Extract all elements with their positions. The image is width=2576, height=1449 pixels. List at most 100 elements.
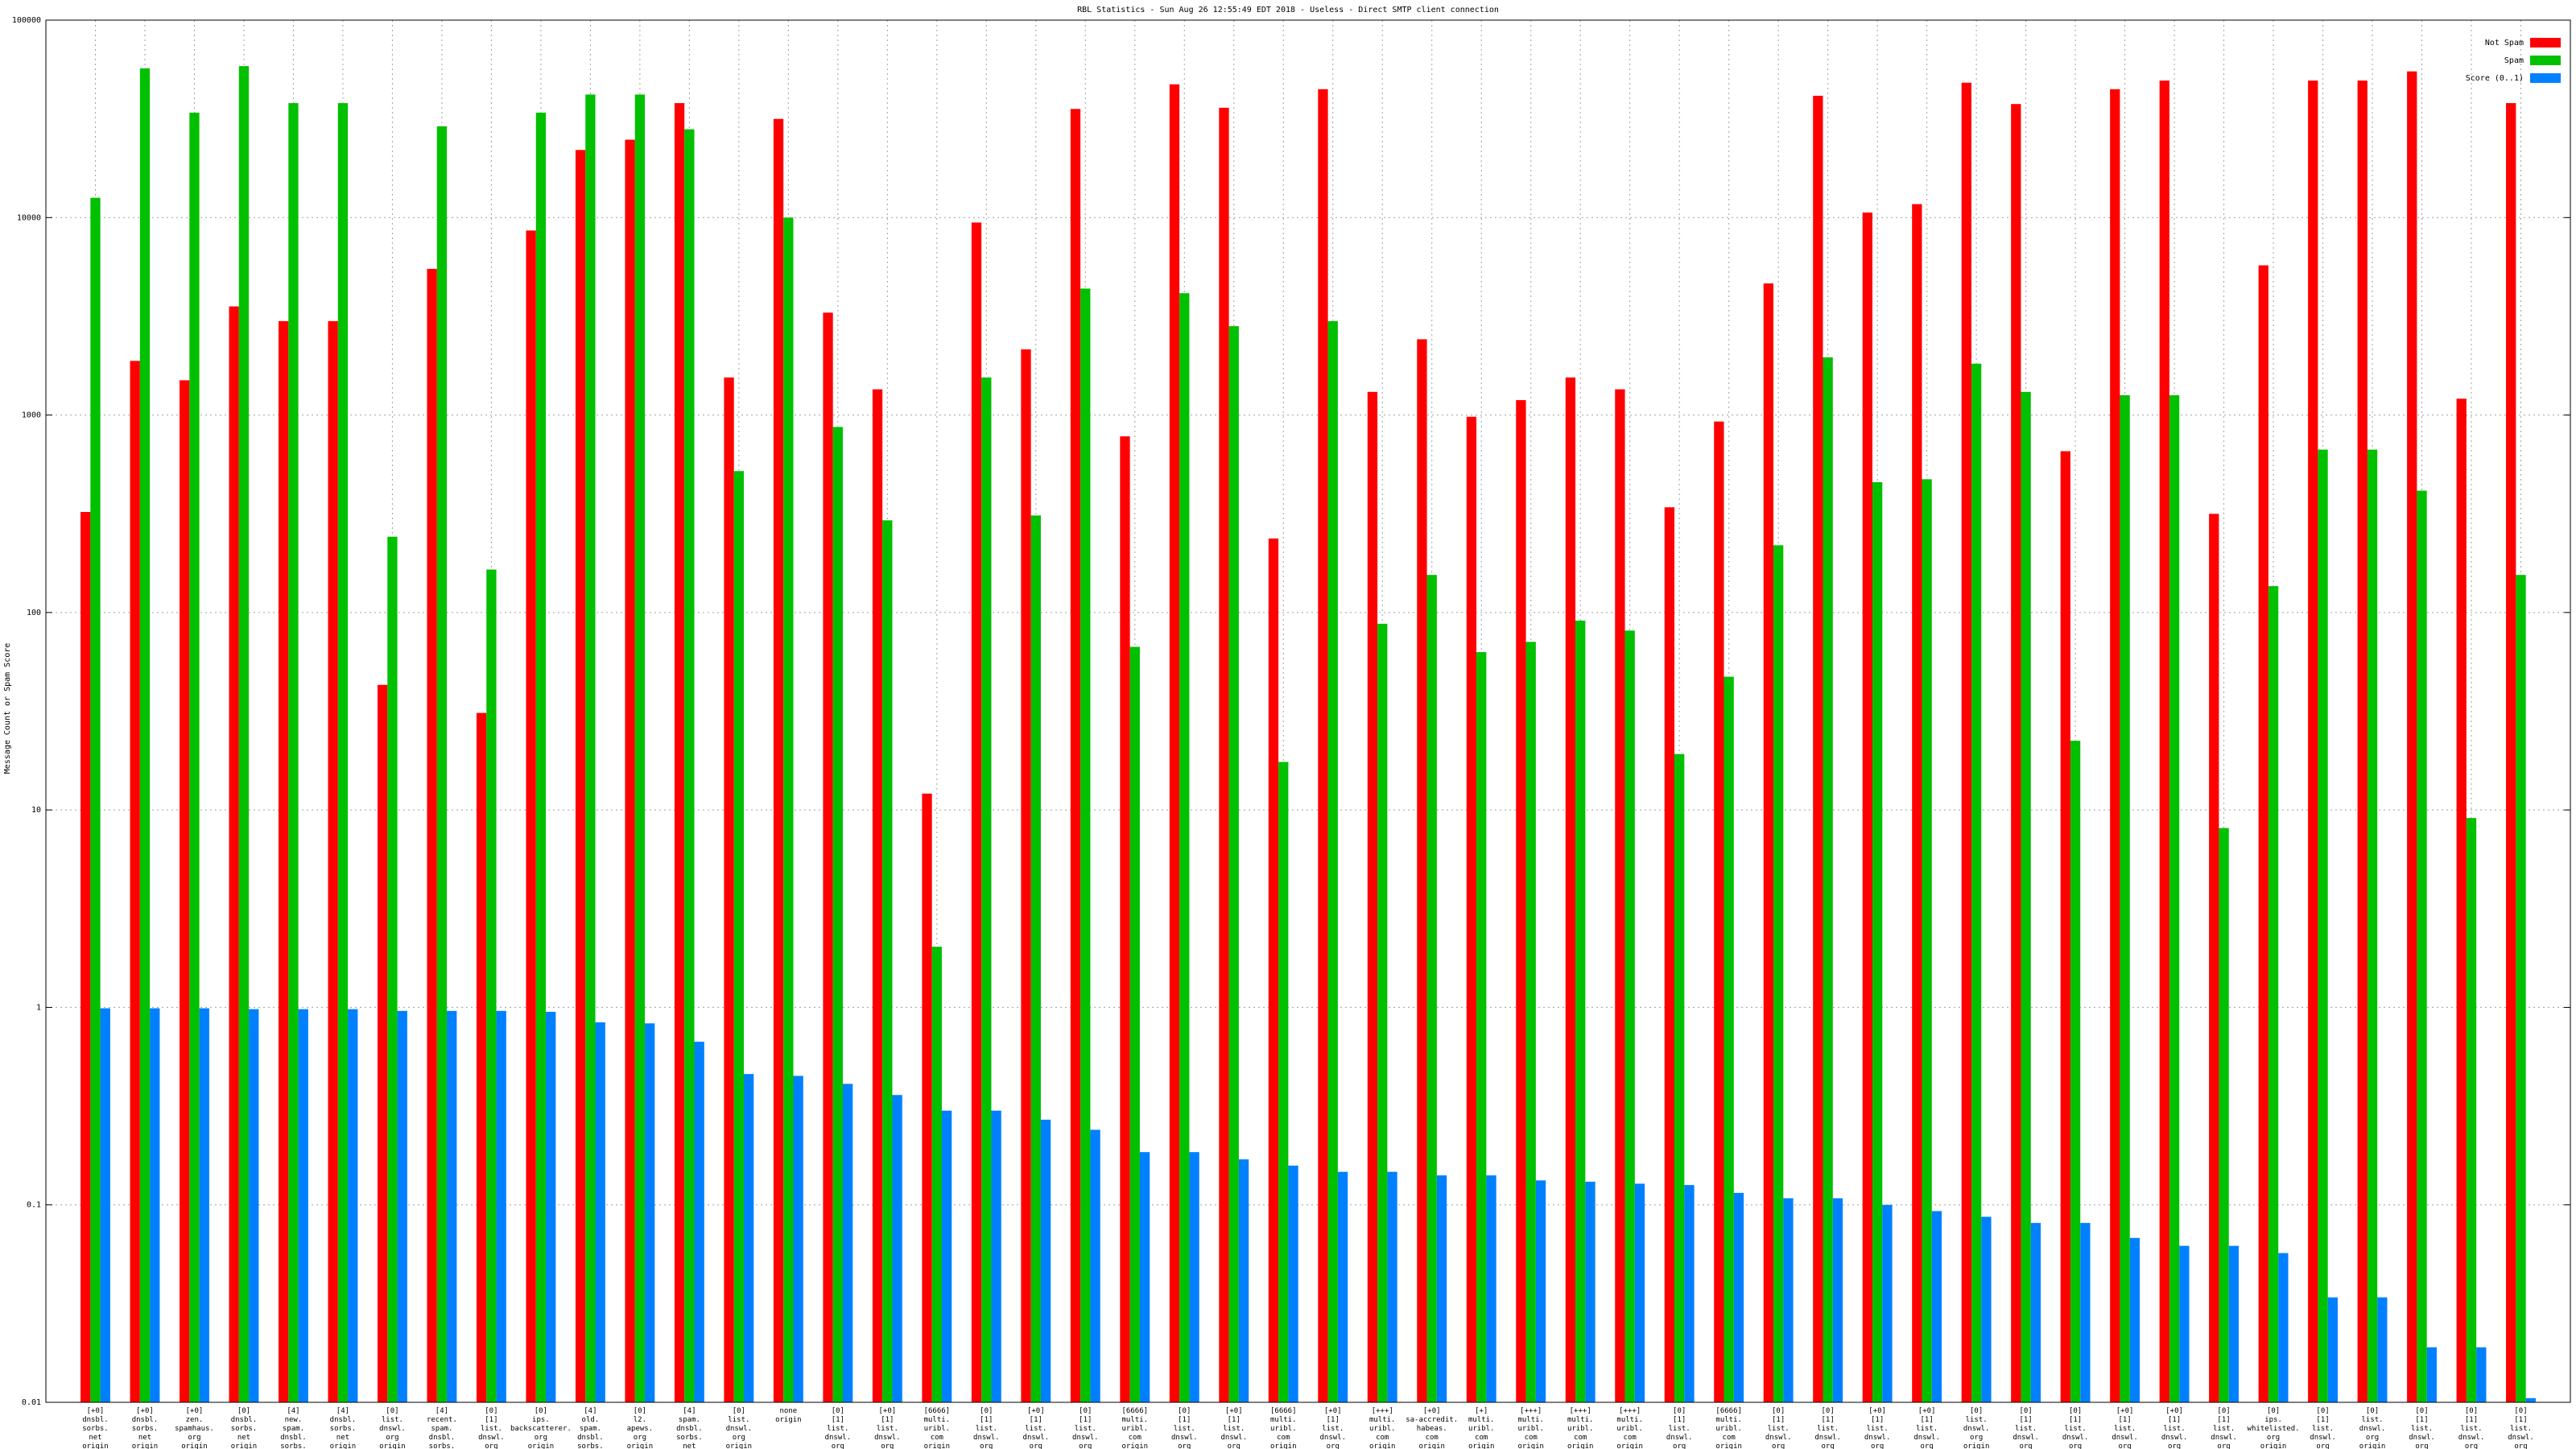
bar (1040, 1119, 1051, 1402)
x-tick-label: [6666] multi. uribl. com origin (1270, 1407, 1297, 1449)
bar (1615, 389, 1625, 1402)
bar (1318, 89, 1328, 1403)
y-tick-label: 100000 (12, 16, 41, 25)
x-tick-label: [0] list. dnswl. org origin (1963, 1407, 1990, 1449)
x-tick-label: [0] dnsbl. sorbs. net origin (231, 1407, 258, 1449)
bar (674, 103, 685, 1402)
bar (279, 320, 289, 1402)
bar (486, 569, 497, 1402)
bar (1931, 1211, 1942, 1402)
bar (298, 1009, 308, 1402)
bar (1763, 283, 1774, 1402)
bar (2407, 71, 2417, 1403)
bar (328, 320, 338, 1402)
bar (1516, 400, 1526, 1403)
bar (1565, 377, 1576, 1403)
bar (1724, 676, 1734, 1402)
bar (1288, 1165, 1298, 1402)
plot-frame (45, 19, 2571, 1403)
bar (2268, 586, 2279, 1402)
bar (2258, 265, 2268, 1402)
bar (981, 377, 992, 1403)
bar (139, 68, 151, 1403)
bar (1823, 357, 1833, 1402)
y-tick-label: 1 (36, 1003, 41, 1012)
bar (1961, 82, 1971, 1403)
bar (1367, 391, 1378, 1403)
bar (2308, 80, 2318, 1403)
bar (1862, 213, 1872, 1402)
bar (1733, 1192, 1744, 1402)
bar (1327, 320, 1338, 1402)
bar (793, 1075, 803, 1402)
x-tick-label: [0] ips. whitelisted. org origin (2248, 1407, 2300, 1449)
bar (2120, 394, 2130, 1403)
bar (1436, 1175, 1447, 1402)
bar (991, 1110, 1001, 1402)
bar (1922, 479, 1932, 1402)
bar (2179, 1245, 2190, 1402)
y-axis-label: Message Count or Spam Score (3, 643, 12, 774)
bar (2506, 103, 2516, 1402)
x-tick-label: none origin (775, 1407, 802, 1424)
bar (1169, 84, 1180, 1402)
bar (1624, 630, 1635, 1402)
bar (1575, 620, 1586, 1402)
bar (1030, 515, 1041, 1402)
x-tick-label: [4] dnsbl. sorbs. net origin (330, 1407, 357, 1449)
x-tick-label: [0] list. dnswl. org origin (379, 1407, 406, 1449)
bar (1129, 646, 1140, 1402)
bar (2219, 828, 2229, 1402)
bar (2021, 391, 2031, 1403)
bar (1219, 107, 1229, 1403)
legend-label: Spam (2504, 56, 2524, 65)
bar (1228, 326, 1239, 1403)
bar (922, 793, 932, 1402)
bar (1476, 652, 1487, 1402)
bar (1377, 623, 1388, 1402)
bar (1417, 339, 1427, 1402)
bar (2080, 1223, 2091, 1402)
legend-label: Score (0..1) (2466, 74, 2524, 83)
legend-swatch (2530, 38, 2561, 47)
bar (1684, 1185, 1695, 1402)
bar (575, 150, 586, 1403)
bar (694, 1042, 704, 1402)
bar (1387, 1171, 1397, 1402)
bar (1179, 293, 1190, 1402)
legend-swatch (2530, 56, 2561, 65)
bar (1783, 1198, 1794, 1402)
bar (941, 1110, 952, 1402)
bar (892, 1095, 902, 1402)
bar (2525, 1397, 2536, 1402)
bar (1021, 349, 1031, 1402)
bar (535, 112, 547, 1403)
bar (2318, 449, 2328, 1402)
y-tick-label: 0.1 (27, 1201, 41, 1210)
bar (724, 377, 734, 1403)
bar (1882, 1204, 1893, 1402)
bar (2169, 394, 2180, 1403)
bar (1189, 1152, 1199, 1402)
bar (645, 1023, 655, 1402)
bar (1664, 507, 1675, 1402)
bar (447, 1010, 457, 1402)
x-tick-label: [+++] multi. uribl. com origin (1616, 1407, 1643, 1449)
bar (1912, 204, 1922, 1403)
bar (2456, 398, 2467, 1402)
x-tick-label: [+0] sa-accredit. habeas. com origin (1406, 1407, 1458, 1449)
bar (90, 197, 101, 1402)
y-tick-label: 1000 (22, 411, 41, 420)
bar (2367, 449, 2378, 1402)
